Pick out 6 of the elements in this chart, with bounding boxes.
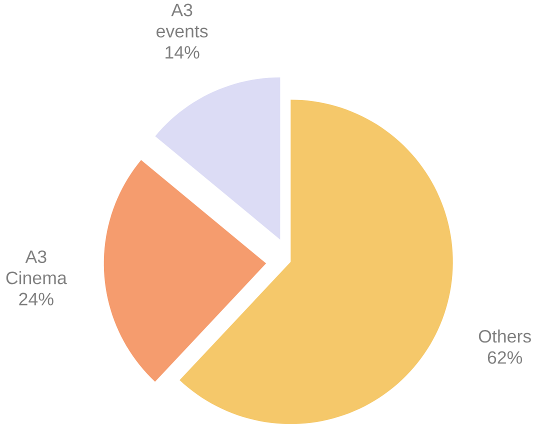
data-label: 24% [19,292,54,306]
data-label: 14% [166,46,200,59]
slice-label: A3 events [156,4,208,38]
slice-label: Others [478,330,531,343]
slice-label: A3 Cinema [6,250,67,284]
data-label: 62% [488,351,522,364]
